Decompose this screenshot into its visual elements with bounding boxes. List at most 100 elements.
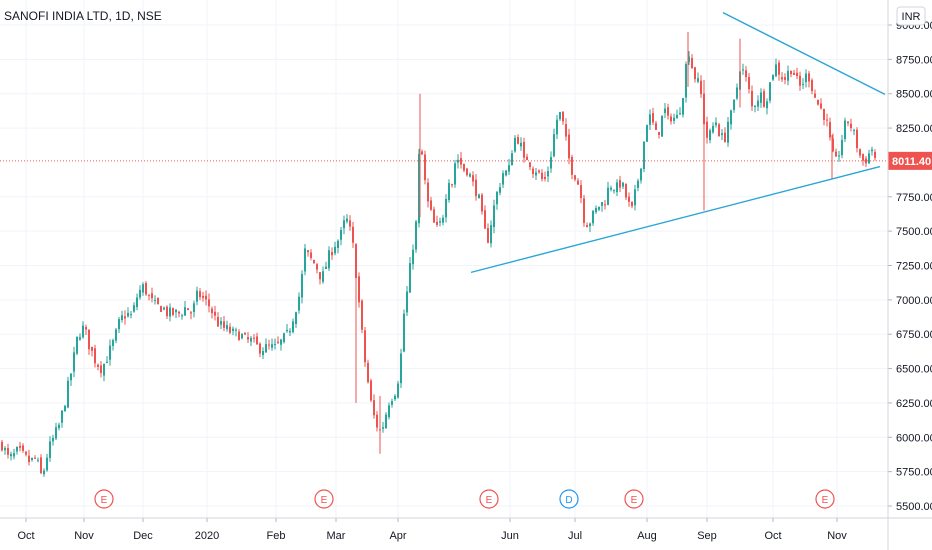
- candle-body: [274, 343, 276, 345]
- currency-badge[interactable]: INR: [896, 6, 926, 26]
- candle-body: [472, 175, 474, 182]
- candle-body: [856, 129, 858, 149]
- trendline[interactable]: [470, 165, 881, 274]
- candle-body: [559, 111, 561, 120]
- candle-body: [718, 124, 720, 137]
- candle-body: [349, 220, 351, 227]
- candle-body: [157, 297, 159, 304]
- event-marker[interactable]: D: [559, 489, 579, 509]
- candle-body: [736, 87, 738, 99]
- candle-body: [418, 153, 420, 224]
- candle-body: [7, 447, 9, 455]
- candle-body: [124, 316, 126, 319]
- event-label: E: [101, 495, 108, 506]
- event-marker[interactable]: E: [479, 489, 499, 509]
- candle-body: [160, 306, 162, 312]
- candle-body: [841, 139, 843, 156]
- candle-body: [613, 190, 615, 192]
- candle-body: [622, 182, 624, 187]
- candle-body: [343, 220, 345, 229]
- event-marker[interactable]: E: [815, 489, 835, 509]
- y-tick-label: 6000.00: [896, 432, 932, 444]
- candle-body: [511, 153, 513, 166]
- candle-body: [799, 75, 801, 86]
- candle-body: [205, 295, 207, 300]
- candle-body: [43, 470, 45, 475]
- candle-body: [211, 308, 213, 314]
- candle-body: [820, 103, 822, 109]
- candle-body: [532, 168, 534, 175]
- candle-body: [247, 337, 249, 340]
- candle-body: [499, 187, 501, 193]
- candle-body: [439, 221, 441, 223]
- candle-body: [193, 303, 195, 313]
- candle-body: [232, 328, 234, 331]
- candle-body: [10, 453, 12, 457]
- candle-body: [691, 58, 693, 69]
- candle-body: [787, 70, 789, 81]
- candle-body: [598, 206, 600, 210]
- candle-body: [244, 333, 246, 335]
- candle-body: [658, 132, 660, 135]
- candle-body: [385, 414, 387, 429]
- candle-body: [295, 312, 297, 324]
- y-tick-label: 8750.00: [896, 54, 932, 66]
- candle-body: [775, 64, 777, 77]
- candle-body: [355, 244, 357, 279]
- candle-body: [202, 295, 204, 298]
- candle-body: [556, 119, 558, 135]
- candle-body: [493, 205, 495, 228]
- candle-body: [334, 246, 336, 254]
- event-marker[interactable]: E: [624, 489, 644, 509]
- event-circle: [624, 489, 644, 509]
- candle-body: [496, 191, 498, 205]
- candle-body: [817, 99, 819, 105]
- candle-body: [40, 457, 42, 474]
- candle-body: [16, 446, 18, 452]
- candle-body: [826, 119, 828, 121]
- candle-body: [544, 176, 546, 179]
- event-marker[interactable]: E: [94, 489, 114, 509]
- candle-body: [430, 200, 432, 210]
- candle-body: [688, 56, 690, 63]
- candle-body: [796, 72, 798, 77]
- candle-body: [601, 202, 603, 206]
- candle-body: [163, 307, 165, 310]
- last-price-line: 8011.40: [0, 151, 932, 170]
- candle-body: [226, 325, 228, 330]
- candle-body: [748, 76, 750, 90]
- candle-body: [823, 108, 825, 120]
- candle-body: [643, 141, 645, 170]
- candle-body: [649, 114, 651, 125]
- candle-body: [178, 311, 180, 314]
- candle-body: [196, 290, 198, 302]
- candle-body: [151, 293, 153, 299]
- candle-body: [835, 151, 837, 157]
- y-tick-label: 5750.00: [896, 467, 932, 479]
- candle-body: [217, 317, 219, 327]
- candle-body: [268, 344, 270, 346]
- x-tick-label: Oct: [764, 530, 781, 542]
- candle-body: [34, 457, 36, 459]
- candle-body: [55, 427, 57, 439]
- candle-body: [694, 67, 696, 80]
- candle-body: [859, 149, 861, 156]
- candle-body: [100, 365, 102, 373]
- candle-body: [325, 266, 327, 269]
- candle-body: [778, 62, 780, 75]
- candle-body: [364, 330, 366, 363]
- x-tick-label: Dec: [133, 530, 153, 542]
- candle-body: [616, 182, 618, 193]
- event-marker[interactable]: E: [314, 489, 334, 509]
- candle-body: [805, 73, 807, 83]
- event-circle: [815, 489, 835, 509]
- trendline[interactable]: [722, 12, 886, 96]
- candle-body: [52, 437, 54, 442]
- candle-body: [724, 132, 726, 142]
- candle-body: [397, 383, 399, 398]
- candle-body: [586, 225, 588, 228]
- candle-body: [301, 274, 303, 298]
- candle-body: [490, 225, 492, 244]
